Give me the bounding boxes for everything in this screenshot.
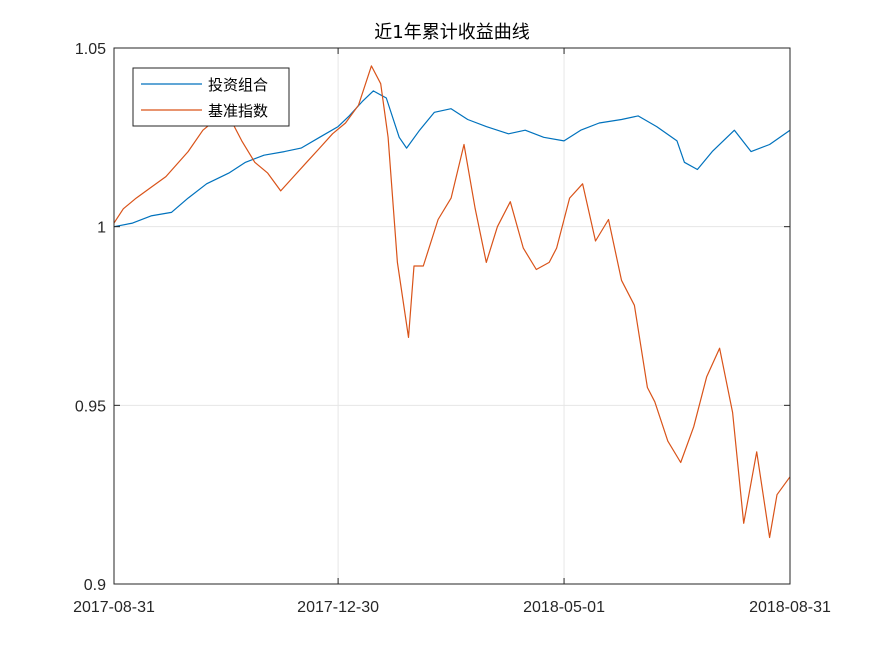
legend: 投资组合 基准指数 [132, 67, 290, 127]
x-tick-label: 2018-05-01 [523, 599, 605, 616]
y-tick-label: 1 [97, 220, 106, 237]
benchmark-line [113, 65, 791, 539]
axis-ticks: 0.9 0.95 1 1.05 2017-08-31 2017-12-30 2018-05-… [73, 41, 831, 616]
legend-label-portfolio: 投资组合 [208, 76, 268, 94]
axes-box [113, 47, 791, 585]
x-tick-label: 2017-12-30 [297, 599, 379, 616]
x-tick-label: 2017-08-31 [73, 599, 155, 616]
y-tick-label: 1.05 [75, 41, 106, 58]
legend-box [132, 67, 290, 127]
legend-label-benchmark: 基准指数 [208, 102, 268, 120]
x-tick-label: 2018-08-31 [749, 599, 831, 616]
y-tick-label: 0.9 [84, 577, 106, 594]
y-tick-label: 0.95 [75, 398, 106, 415]
chart-title: 近1年累计收益曲线 [374, 22, 529, 43]
series-lines [113, 65, 791, 539]
portfolio-line [113, 90, 791, 228]
